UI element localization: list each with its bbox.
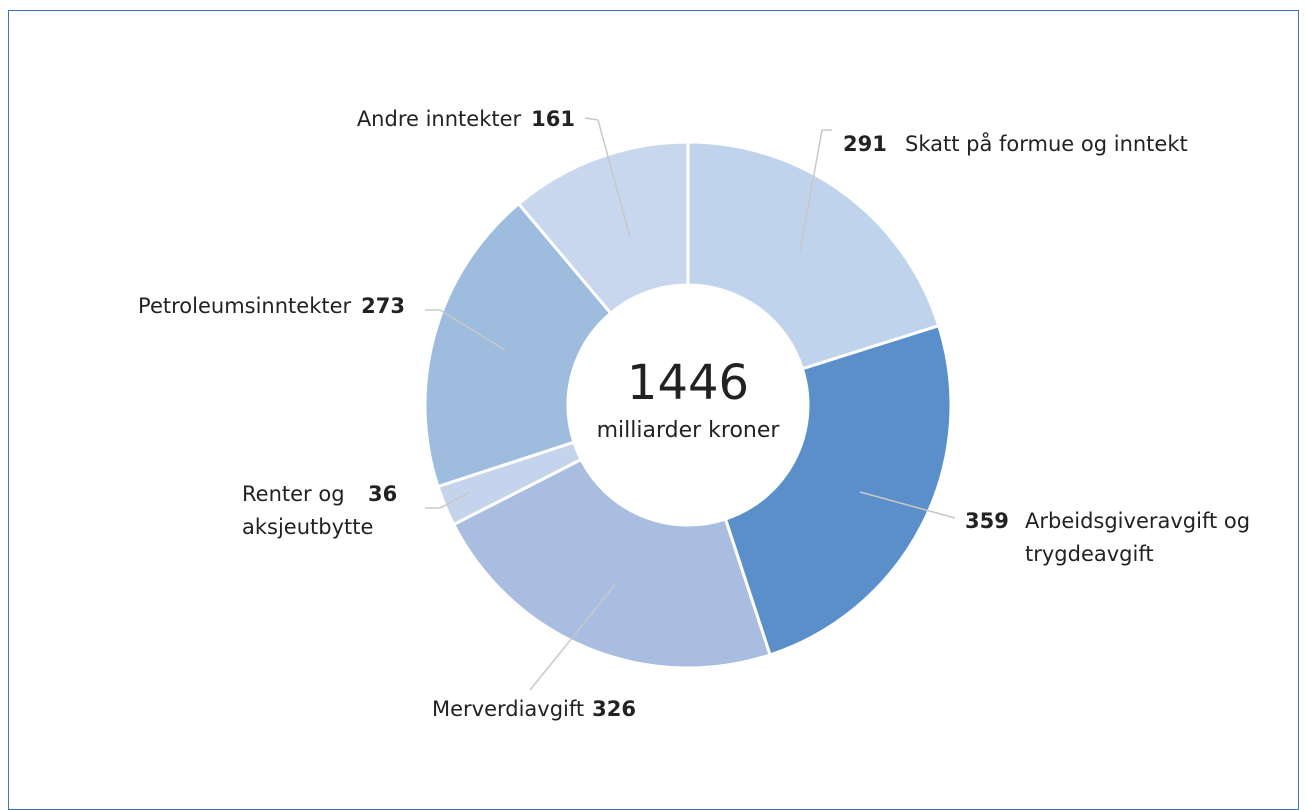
category-label: Petroleumsinntekter <box>138 294 352 318</box>
leader-line <box>799 129 832 253</box>
leader-line <box>584 117 631 238</box>
category-label: Andre inntekter <box>356 107 522 131</box>
donut-slice <box>516 140 690 316</box>
data-label: 36 <box>368 482 398 506</box>
center-value: 1446 <box>626 355 750 411</box>
leader-line <box>425 309 506 351</box>
donut-slice <box>723 323 953 657</box>
label-row: Petroleumsinntekter 273 <box>138 290 405 323</box>
data-label: 161 <box>531 107 575 131</box>
category-label-box: Arbeidsgiveravgift og trygdeavgift <box>1025 505 1262 575</box>
category-label: Arbeidsgiveravgift og trygdeavgift <box>1025 509 1251 566</box>
category-label: Renter og aksjeutbytte <box>242 482 374 539</box>
category-label: Skatt på formue og inntekt <box>905 132 1188 156</box>
donut-slice <box>423 201 613 489</box>
leader-line <box>425 491 471 509</box>
donut-slice <box>451 457 772 670</box>
label-row: Andre inntekter 161 <box>357 103 575 136</box>
data-label: 273 <box>361 294 405 318</box>
category-label: Merverdiavgift <box>431 697 585 721</box>
leader-line <box>529 584 616 691</box>
data-label: 326 <box>592 697 636 721</box>
leader-line <box>859 491 956 519</box>
label-row: Merverdiavgift 326 <box>432 693 636 726</box>
center-label: milliarder kroner <box>596 418 780 443</box>
data-label: 291 <box>843 132 887 156</box>
donut-slice <box>686 140 941 371</box>
data-label: 359 <box>965 509 1009 533</box>
